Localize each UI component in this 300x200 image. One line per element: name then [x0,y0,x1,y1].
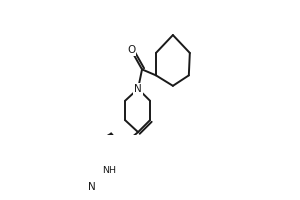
Text: N: N [134,84,142,94]
Text: NH: NH [102,166,116,175]
Text: O: O [127,45,135,55]
Text: N: N [88,182,96,192]
